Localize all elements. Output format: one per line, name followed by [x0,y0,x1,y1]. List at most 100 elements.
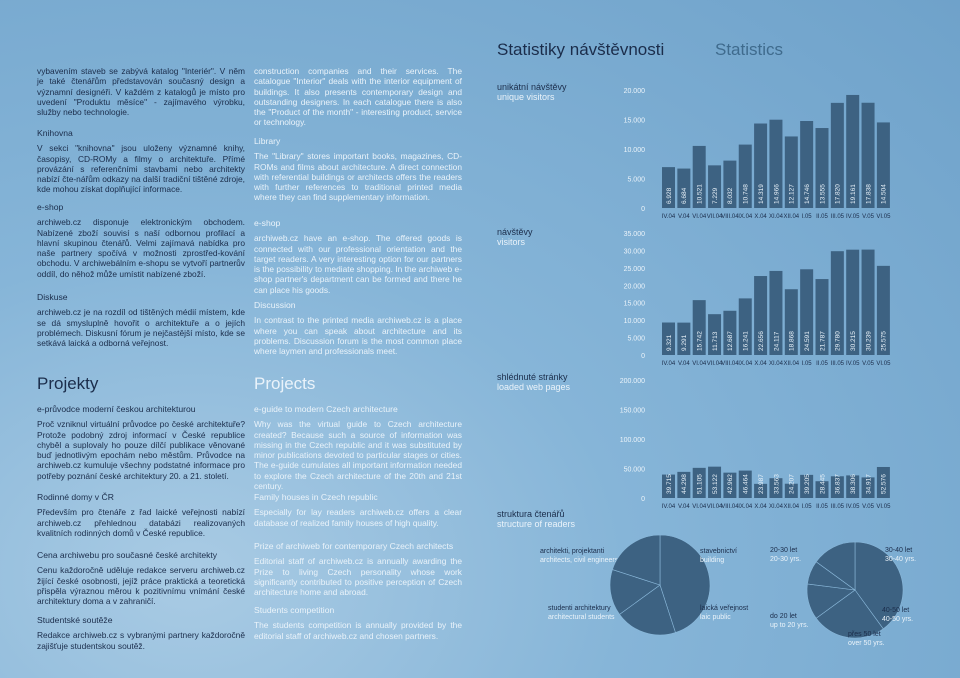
bar [677,471,691,498]
bar-value-label: 52.576 [881,474,888,494]
bar [800,120,814,208]
section-text: Především pro čtenáře z řad laické veřej… [37,507,245,538]
pie-label-en: architectural students [548,614,615,621]
y-tick-label: 15.000 [624,301,646,308]
section: Rodinné domy v ČR Především pro čtenáře z… [37,492,245,538]
x-tick-label: IX.04 [738,504,753,510]
intro-text: construction companies and their service… [254,66,462,128]
x-tick-label: V.04 [678,504,690,510]
x-tick-label: I.05 [802,361,813,367]
bar-value-label: 17.838 [865,184,872,204]
section: Diskuse archiweb.cz je na rozdíl od tiště… [37,292,245,348]
bar [876,466,890,498]
pie-label-en: laic public [700,614,731,621]
pie-slice [619,584,676,636]
bar-value-label: 24.591 [804,331,811,351]
section-heading: Prize of archiweb for contemporary Czech… [254,541,454,551]
x-tick-label: XI.04 [769,214,784,220]
section-text: Proč vzniknul virtuální průvodce po česk… [37,419,245,481]
bar [830,102,844,208]
bar-value-label: 39.205 [804,474,811,494]
y-tick-label: 200.000 [620,378,645,385]
x-tick-label: VI.05 [876,504,891,510]
y-tick-label: 5.000 [627,336,645,343]
bar [784,483,798,498]
x-tick-label: VI.05 [876,361,891,367]
chart-subtitle: unique visitors [497,92,555,102]
x-tick-label: II.05 [816,504,828,510]
x-tick-label: VI.04 [692,504,707,510]
bar [815,279,829,355]
x-tick-label: XII.04 [783,504,799,510]
bar [815,128,829,208]
bar [754,483,768,498]
bar-value-label: 30.215 [850,331,857,351]
y-tick-label: 25.000 [624,266,646,273]
section: e-shop archiweb.cz disponuje elektronický… [37,202,245,279]
bar [830,251,844,355]
x-tick-label: V.05 [862,214,874,220]
bar-value-label: 16.241 [743,331,750,351]
pie-slice [612,534,661,586]
section-heading: e-shop [254,218,281,228]
pie-label: 40-50 let [882,607,909,614]
pie-label: studenti architektury [548,605,611,612]
bar-value-label: 12.687 [727,331,734,351]
bar [708,466,722,498]
bar [738,470,752,498]
bar [708,165,722,208]
bar [692,145,706,208]
bar [769,119,783,208]
bar [784,289,798,355]
bar-value-label: 23.987 [758,474,765,494]
x-tick-label: IV.04 [662,504,676,510]
x-tick-label: IX.04 [738,214,753,220]
x-tick-label: IX.04 [738,361,753,367]
bar-value-label: 44.298 [681,474,688,494]
x-tick-label: IV.05 [846,361,860,367]
y-tick-label: 10.000 [624,147,646,154]
x-tick-label: III.05 [831,504,845,510]
section-text: archiweb.cz have an e-shop. The offered … [254,233,462,295]
x-tick-label: I.05 [802,214,813,220]
x-tick-label: III.05 [831,214,845,220]
bar [830,476,844,498]
bar-value-label: 21.787 [819,331,826,351]
y-tick-label: 5.000 [627,177,645,184]
pie-label-en: architects, civil engineers [540,557,619,564]
x-tick-label: XI.04 [769,361,784,367]
pie-slice [659,534,711,633]
x-tick-label: V.04 [678,214,690,220]
bar-value-label: 24.207 [789,474,796,494]
pie-label-en: 30-40 yrs. [885,556,916,563]
y-tick-label: 0 [641,206,645,213]
chart-title: shlédnuté stránky [497,372,568,382]
section-heading: Rodinné domy v ČR [37,492,114,502]
bar [876,265,890,355]
bar-value-label: 51.105 [697,474,704,494]
chart-subtitle: loaded web pages [497,382,571,392]
section-text: archiweb.cz je na rozdíl od tištěných mé… [37,307,245,349]
bar [846,249,860,355]
x-tick-label: V.05 [862,361,874,367]
section-text: Editorial staff of archiweb.cz is annual… [254,556,462,598]
section: Discussion In contrast to the printed med… [254,300,462,356]
bar [723,310,737,355]
section-text: Cenu každoročně uděluje redakce serveru … [37,565,245,607]
bar-value-label: 33.563 [773,474,780,494]
x-tick-label: XII.04 [783,214,799,220]
section-text: Especially for lay readers archiweb.cz o… [254,507,462,528]
y-tick-label: 20.000 [624,88,646,95]
x-tick-label: VI.04 [692,214,707,220]
x-tick-label: X.04 [754,504,767,510]
bar [754,123,768,208]
bar-value-label: 38.306 [850,474,857,494]
bar-value-label: 53.122 [712,474,719,494]
bar [861,102,875,208]
bar-value-label: 18.868 [789,331,796,351]
bar-value-label: 9.291 [681,334,688,351]
section-heading: Cena archiwebu pro současné české archit… [37,550,218,560]
pie-label-en: building [700,557,724,564]
x-tick-label: VI.05 [876,214,891,220]
